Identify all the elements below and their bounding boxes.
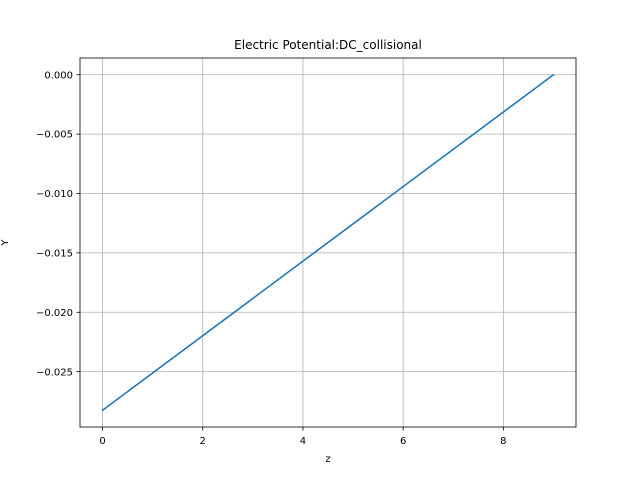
y-tick-label: −0.020 [36, 308, 73, 319]
x-tick-label: 6 [400, 436, 406, 447]
y-axis-label: Y [0, 239, 11, 247]
y-tick-label: −0.015 [36, 248, 73, 259]
series-lines [101, 73, 555, 412]
x-tick-label: 0 [99, 436, 105, 447]
plot-frame [79, 57, 577, 428]
y-axis-ticks: 0.000 −0.005 −0.010 −0.015 −0.020 −0.025 [36, 70, 80, 378]
y-tick-label: 0.000 [44, 70, 73, 81]
x-tick-label: 2 [200, 436, 206, 447]
y-tick-label: −0.010 [36, 189, 73, 200]
grid-lines [80, 58, 576, 427]
x-axis-label: z [325, 454, 330, 465]
y-tick-label: −0.005 [36, 130, 73, 141]
series-line [101, 73, 555, 412]
x-axis-ticks: 0 2 4 6 8 [99, 427, 507, 447]
chart-title: Electric Potential:DC_collisional [234, 38, 422, 52]
y-tick-label: −0.025 [36, 367, 73, 378]
x-tick-label: 8 [500, 436, 506, 447]
x-tick-label: 4 [300, 436, 306, 447]
